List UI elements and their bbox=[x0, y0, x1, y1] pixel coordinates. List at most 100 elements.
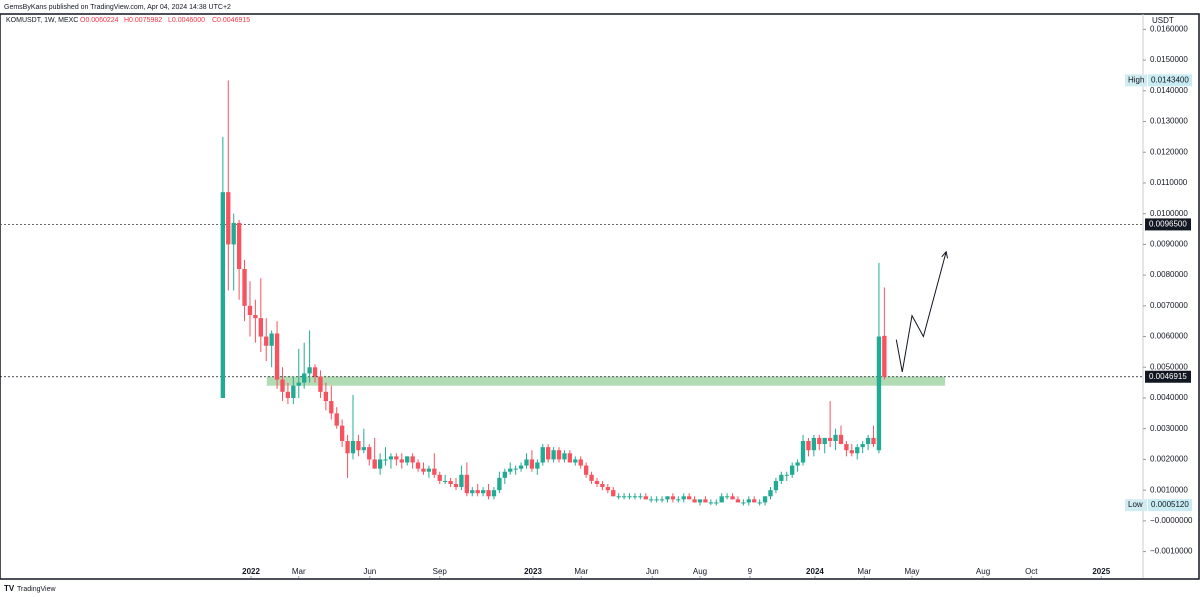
price-badge bbox=[1145, 370, 1191, 383]
currency: USDT bbox=[1152, 16, 1174, 25]
candle-body bbox=[589, 474, 594, 481]
candle-body bbox=[865, 437, 871, 445]
candle-body bbox=[757, 502, 762, 504]
candle-body bbox=[806, 440, 811, 451]
footer-logo: TV bbox=[4, 584, 15, 593]
candle-body bbox=[822, 437, 827, 445]
candle-body bbox=[464, 474, 470, 494]
candle-body bbox=[269, 333, 274, 346]
hl-name: Low bbox=[1128, 500, 1143, 509]
candle-body bbox=[399, 459, 404, 463]
candle-body bbox=[752, 499, 757, 503]
candle-body bbox=[621, 496, 627, 498]
candle-body bbox=[611, 490, 616, 497]
candle-body bbox=[849, 450, 854, 454]
ohlc-field: C0.0046915 bbox=[212, 17, 250, 24]
candle-body bbox=[264, 336, 269, 346]
candle-body bbox=[415, 462, 421, 469]
candle-body bbox=[448, 480, 453, 484]
candle-body bbox=[654, 499, 659, 501]
candle-body bbox=[643, 496, 648, 500]
y-tick-label: 0.0100000 bbox=[1150, 209, 1188, 218]
y-tick-label: 0.0010000 bbox=[1150, 485, 1188, 494]
candle-body bbox=[616, 496, 621, 498]
x-tick-label: May bbox=[904, 567, 919, 576]
ohlc-field: O0.0060224 bbox=[80, 17, 119, 24]
candle-body bbox=[274, 333, 280, 380]
ohlc-field: H0.0075982 bbox=[124, 17, 162, 24]
candle-body bbox=[518, 465, 524, 469]
candle-body bbox=[594, 480, 600, 484]
candle-body bbox=[681, 496, 686, 500]
candle-body bbox=[361, 447, 366, 451]
candle-body bbox=[779, 474, 784, 481]
candle-body bbox=[280, 379, 285, 392]
candle-body bbox=[312, 367, 318, 377]
hl-value-box bbox=[1148, 499, 1192, 512]
hl-name: High bbox=[1128, 75, 1144, 84]
x-tick-label: Sep bbox=[433, 567, 448, 576]
candle-body bbox=[258, 318, 263, 337]
candle-body bbox=[692, 499, 697, 503]
candle-body bbox=[567, 453, 573, 463]
candle-body bbox=[426, 468, 432, 472]
candle-body bbox=[296, 382, 301, 386]
y-tick-label: 0.0160000 bbox=[1150, 24, 1188, 33]
candle-body bbox=[855, 447, 860, 454]
candle-body bbox=[220, 192, 226, 398]
candle-body bbox=[600, 484, 605, 488]
projection-arrow bbox=[895, 252, 946, 372]
candle-body bbox=[697, 499, 703, 503]
candle-body bbox=[497, 477, 502, 491]
candle-body bbox=[242, 268, 247, 306]
candle-body bbox=[795, 462, 800, 466]
y-tick-label: 0.0150000 bbox=[1150, 55, 1188, 64]
x-tick-label: Jun bbox=[363, 567, 376, 576]
price-badge-label: 0.0096500 bbox=[1149, 220, 1187, 229]
y-tick-label: 0.0120000 bbox=[1150, 147, 1188, 156]
x-tick-label: Jun bbox=[646, 567, 659, 576]
x-tick-label: Mar bbox=[857, 567, 871, 576]
candle-body bbox=[421, 468, 426, 472]
y-tick-label: 0.0040000 bbox=[1150, 393, 1188, 402]
candle-body bbox=[524, 459, 529, 466]
candle-body bbox=[291, 385, 296, 398]
hl-value-box bbox=[1148, 74, 1192, 87]
chart-frame bbox=[0, 13, 1200, 580]
candle-body bbox=[437, 474, 442, 481]
candle-body bbox=[459, 474, 464, 488]
candle-body bbox=[394, 456, 399, 460]
hl-name-box bbox=[1125, 74, 1147, 87]
candle-body bbox=[741, 502, 746, 504]
ohlc-field: L0.0046000 bbox=[168, 17, 205, 24]
candle-body bbox=[676, 499, 681, 501]
candle-body bbox=[253, 315, 258, 319]
candle-body bbox=[882, 335, 887, 377]
candle-body bbox=[573, 459, 578, 463]
candle-body bbox=[475, 490, 480, 494]
candle-body bbox=[377, 459, 383, 469]
candle-body bbox=[649, 499, 654, 501]
y-tick-label: 0.0140000 bbox=[1150, 86, 1188, 95]
candle-body bbox=[302, 373, 307, 383]
candle-body bbox=[827, 437, 833, 441]
candle-body bbox=[665, 496, 670, 500]
x-tick-label: 2025 bbox=[1092, 567, 1110, 576]
y-tick-label: 0.0060000 bbox=[1150, 332, 1188, 341]
candle-body bbox=[513, 468, 518, 470]
candle-body bbox=[318, 376, 323, 392]
candle-body bbox=[247, 305, 253, 316]
candle-body bbox=[724, 496, 730, 498]
x-tick-label: Mar bbox=[574, 567, 588, 576]
x-tick-label: Aug bbox=[976, 567, 990, 576]
candle-body bbox=[410, 456, 415, 463]
candle-body bbox=[784, 474, 789, 476]
candle-body bbox=[372, 459, 377, 469]
candle-body bbox=[480, 490, 486, 494]
candle-body bbox=[405, 456, 410, 463]
candle-body bbox=[236, 222, 242, 269]
hl-value: 0.0143400 bbox=[1151, 75, 1189, 84]
candle-body bbox=[323, 391, 329, 402]
